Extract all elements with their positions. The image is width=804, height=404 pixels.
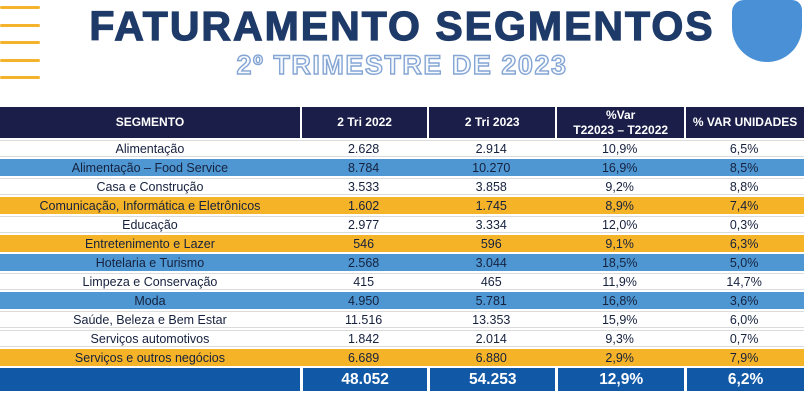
table-row: Entretenimento e Lazer 546 596 9,1% 6,3% [0, 235, 804, 252]
column-header-var-pct: %Var T22023 – T22022 [555, 107, 685, 138]
value-cell: 3.044 [427, 254, 556, 271]
column-header-var-unidades: % VAR UNIDADES [684, 107, 804, 138]
segment-cell: Moda [0, 292, 300, 309]
table-row: Limpeza e Conservação 415 465 11,9% 14,7% [0, 273, 804, 290]
table-row: Hotelaria e Turismo 2.568 3.044 18,5% 5,0% [0, 254, 804, 271]
segment-cell [0, 368, 300, 391]
value-cell: 4.950 [299, 292, 428, 309]
value-cell: 2.914 [427, 140, 556, 157]
value-cell: 12,0% [555, 216, 685, 233]
segment-cell: Casa e Construção [0, 178, 300, 195]
value-cell: 7,9% [684, 349, 804, 366]
segments-table-body: Alimentação 2.628 2.914 10,9% 6,5% Alimentaçã… [0, 140, 804, 391]
accent-lines-decoration [0, 6, 40, 94]
table-row: Serviços automotivos 1.842 2.014 9,3% 0,7% [0, 330, 804, 347]
segment-cell: Comunicação, Informática e Eletrônicos [0, 197, 300, 214]
column-header-2tri2022: 2 Tri 2022 [299, 107, 428, 138]
value-cell: 8,9% [555, 197, 685, 214]
table-total-row: 48.052 54.253 12,9% 6,2% [0, 368, 804, 391]
column-header-segmento: SEGMENTO [0, 107, 300, 138]
value-cell: 8,5% [684, 159, 804, 176]
value-cell: 9,2% [555, 178, 685, 195]
value-cell: 2.568 [299, 254, 428, 271]
value-cell: 16,9% [555, 159, 685, 176]
page-title: FATURAMENTO SEGMENTOS [89, 3, 715, 49]
value-cell: 9,1% [555, 235, 685, 252]
value-cell: 2.977 [299, 216, 428, 233]
value-cell: 6,2% [684, 368, 804, 391]
table-header-row: SEGMENTO 2 Tri 2022 2 Tri 2023 %Var T220… [0, 107, 804, 138]
value-cell: 1.842 [299, 330, 428, 347]
value-cell: 0,7% [684, 330, 804, 347]
value-cell: 11.516 [299, 311, 428, 328]
value-cell: 3,6% [684, 292, 804, 309]
value-cell: 7,4% [684, 197, 804, 214]
accent-line [0, 41, 40, 44]
accent-line [0, 6, 40, 9]
value-cell: 6,5% [684, 140, 804, 157]
value-cell: 6,3% [684, 235, 804, 252]
value-cell: 6,0% [684, 311, 804, 328]
value-cell: 9,3% [555, 330, 685, 347]
value-cell: 54.253 [427, 368, 556, 391]
segment-cell: Hotelaria e Turismo [0, 254, 300, 271]
value-cell: 596 [427, 235, 556, 252]
value-cell: 6.689 [299, 349, 428, 366]
value-cell: 1.602 [299, 197, 428, 214]
value-cell: 415 [299, 273, 428, 290]
value-cell: 13.353 [427, 311, 556, 328]
segment-cell: Educação [0, 216, 300, 233]
value-cell: 10,9% [555, 140, 685, 157]
value-cell: 6.880 [427, 349, 556, 366]
value-cell: 2.628 [299, 140, 428, 157]
segment-cell: Alimentação – Food Service [0, 159, 300, 176]
table-row: Saúde, Beleza e Bem Estar 11.516 13.353 15,… [0, 311, 804, 328]
segment-cell: Serviços e outros negócios [0, 349, 300, 366]
value-cell: 546 [299, 235, 428, 252]
value-cell: 1.745 [427, 197, 556, 214]
value-cell: 48.052 [299, 368, 428, 391]
value-cell: 15,9% [555, 311, 685, 328]
table-row: Educação 2.977 3.334 12,0% 0,3% [0, 216, 804, 233]
segment-cell: Saúde, Beleza e Bem Estar [0, 311, 300, 328]
value-cell: 3.858 [427, 178, 556, 195]
value-cell: 8,8% [684, 178, 804, 195]
value-cell: 18,5% [555, 254, 685, 271]
accent-line [0, 76, 40, 79]
segments-table: SEGMENTO 2 Tri 2022 2 Tri 2023 %Var T220… [0, 105, 804, 393]
value-cell: 5.781 [427, 292, 556, 309]
column-header-2tri2023: 2 Tri 2023 [427, 107, 556, 138]
value-cell: 14,7% [684, 273, 804, 290]
value-cell: 3.533 [299, 178, 428, 195]
value-cell: 2,9% [555, 349, 685, 366]
table-row: Casa e Construção 3.533 3.858 9,2% 8,8% [0, 178, 804, 195]
value-cell: 10.270 [427, 159, 556, 176]
value-cell: 3.334 [427, 216, 556, 233]
value-cell: 2.014 [427, 330, 556, 347]
value-cell: 5,0% [684, 254, 804, 271]
table-row: Alimentação 2.628 2.914 10,9% 6,5% [0, 140, 804, 157]
corner-blob-shape [732, 0, 802, 62]
segment-cell: Entretenimento e Lazer [0, 235, 300, 252]
accent-line [0, 58, 40, 62]
segment-cell: Alimentação [0, 140, 300, 157]
value-cell: 0,3% [684, 216, 804, 233]
value-cell: 8.784 [299, 159, 428, 176]
table-row: Alimentação – Food Service 8.784 10.270 16,… [0, 159, 804, 176]
segment-cell: Serviços automotivos [0, 330, 300, 347]
page-subtitle: 2º TRIMESTRE DE 2023 [236, 50, 568, 81]
value-cell: 16,8% [555, 292, 685, 309]
value-cell: 11,9% [555, 273, 685, 290]
value-cell: 465 [427, 273, 556, 290]
accent-line [0, 23, 40, 27]
table-row: Serviços e outros negócios 6.689 6.880 2,9%… [0, 349, 804, 366]
segment-cell: Limpeza e Conservação [0, 273, 300, 290]
value-cell: 12,9% [555, 368, 685, 391]
segments-table-wrap: SEGMENTO 2 Tri 2022 2 Tri 2023 %Var T220… [0, 105, 804, 393]
table-row: Moda 4.950 5.781 16,8% 3,6% [0, 292, 804, 309]
table-row: Comunicação, Informática e Eletrônicos 1.… [0, 197, 804, 214]
